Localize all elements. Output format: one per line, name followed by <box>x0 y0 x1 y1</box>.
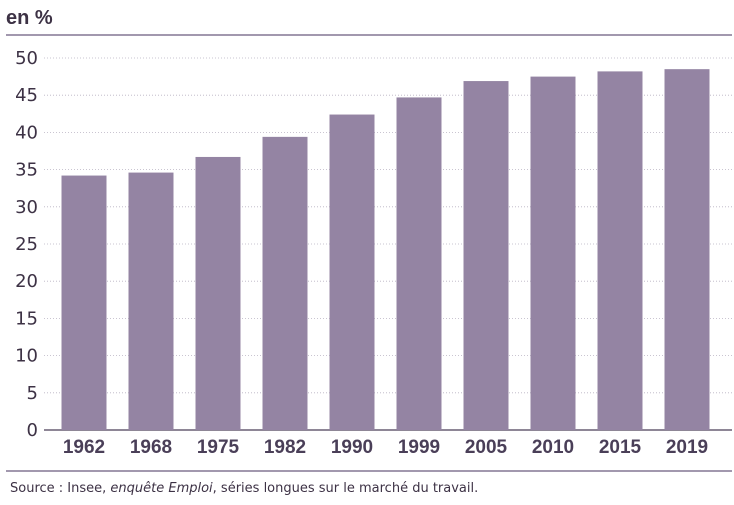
y-tick-label: 40 <box>15 122 38 143</box>
x-tick-label: 2015 <box>599 437 642 458</box>
bar-2015 <box>597 71 643 430</box>
unit-label: en % <box>6 7 53 29</box>
bar-2005 <box>463 81 509 431</box>
x-axis-ticks: 1962 1968 1975 1982 1990 1999 2005 2010 2015 2019 <box>63 437 708 458</box>
y-tick-label: 35 <box>15 160 38 181</box>
y-tick-label: 30 <box>15 197 38 218</box>
x-tick-label: 1999 <box>398 437 440 458</box>
y-tick-label: 5 <box>27 383 38 404</box>
bar-2019 <box>664 69 710 430</box>
x-tick-label: 2019 <box>666 437 708 458</box>
x-tick-label: 1975 <box>197 437 240 458</box>
y-tick-label: 15 <box>15 308 38 329</box>
y-tick-label: 10 <box>15 346 38 367</box>
y-tick-label: 20 <box>15 271 38 292</box>
source-note: Source : Insee, enquête Emploi, séries l… <box>10 481 478 496</box>
bar-1975 <box>195 156 241 430</box>
bar-2010 <box>530 76 576 430</box>
bar-1990 <box>329 114 375 430</box>
bars <box>61 69 710 431</box>
y-tick-label: 25 <box>15 234 38 255</box>
bar-1968 <box>128 172 174 431</box>
bar-1999 <box>396 97 442 430</box>
x-tick-label: 2010 <box>532 437 574 458</box>
x-tick-label: 1982 <box>264 437 306 458</box>
bar-1982 <box>262 136 308 430</box>
source-survey-name: enquête Emploi <box>110 481 213 496</box>
x-tick-label: 1990 <box>331 437 373 458</box>
source-prefix: Source : Insee, <box>10 481 110 496</box>
x-tick-label: 1962 <box>63 437 105 458</box>
x-tick-label: 1968 <box>130 437 172 458</box>
source-suffix: , séries longues sur le marché du travai… <box>213 481 479 496</box>
y-tick-label: 45 <box>15 85 38 106</box>
y-tick-label: 50 <box>15 48 38 69</box>
y-tick-label: 0 <box>27 420 38 441</box>
x-tick-label: 2005 <box>465 437 508 458</box>
bar-1962 <box>61 175 107 430</box>
y-axis-ticks: 0 5 10 15 20 25 30 35 40 45 50 <box>15 48 38 441</box>
